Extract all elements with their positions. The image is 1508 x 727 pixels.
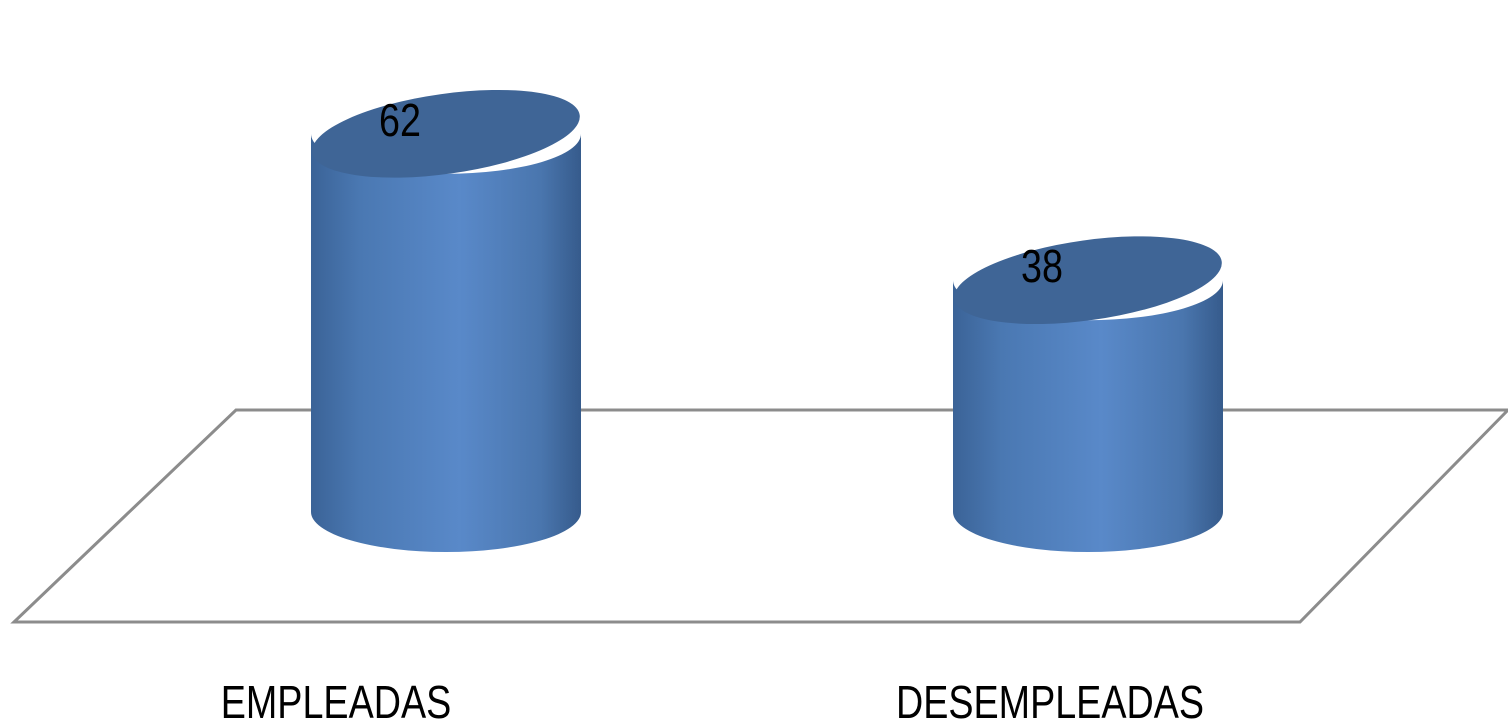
bar-body-desempleadas [953,280,1223,552]
chart-floor [10,408,1508,624]
tick-label-empleadas: EMPLEADAS [221,676,452,727]
data-label-desempleadas: 38 [1021,241,1063,292]
tick-label-desempleadas: DESEMPLEADAS [896,676,1204,727]
bar-body-empleadas [311,133,581,553]
bar-desempleadas: 38 [953,236,1223,552]
data-label-empleadas: 62 [379,94,421,145]
bar-top-desempleadas [954,236,1222,325]
bar-top-empleadas [312,89,580,178]
bar-empleadas: 62 [311,89,581,553]
